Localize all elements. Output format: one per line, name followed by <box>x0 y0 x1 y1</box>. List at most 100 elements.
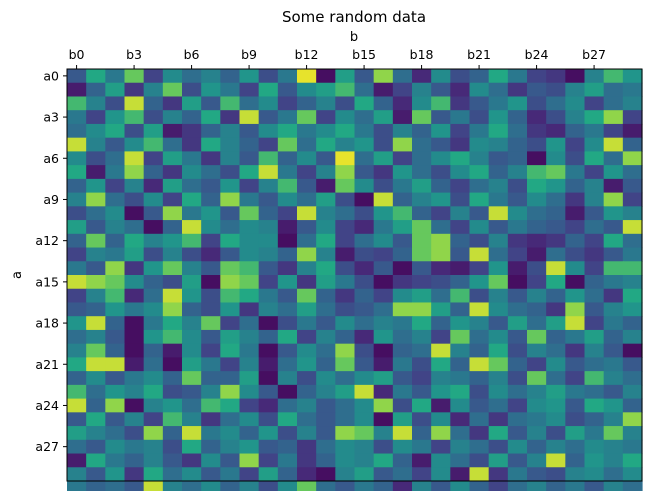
heatmap-cell <box>316 233 336 249</box>
heatmap-cell <box>239 233 260 249</box>
heatmap-cell <box>392 288 413 304</box>
heatmap-cell <box>67 82 87 98</box>
heatmap-cell <box>201 275 221 290</box>
heatmap-cell <box>67 151 87 166</box>
heatmap-cell <box>507 261 528 276</box>
heatmap-cell <box>316 82 336 98</box>
heatmap-cell <box>220 69 241 84</box>
heatmap-cell <box>86 371 106 386</box>
heatmap-cell <box>143 82 164 98</box>
heatmap-cell <box>86 82 106 98</box>
heatmap-cell <box>488 261 509 276</box>
heatmap-cell <box>86 398 106 413</box>
heatmap-cell <box>527 371 547 386</box>
heatmap-cell <box>239 137 260 152</box>
heatmap-cell <box>450 467 471 482</box>
heatmap-cell <box>622 82 643 98</box>
heatmap-cell <box>86 453 106 468</box>
heatmap-cell <box>277 288 298 304</box>
heatmap-cell <box>162 233 183 249</box>
heatmap-cell <box>105 371 126 386</box>
heatmap-cell <box>603 82 624 98</box>
heatmap-cell <box>201 178 221 194</box>
heatmap-cell <box>335 357 356 372</box>
heatmap-cell <box>584 123 605 139</box>
heatmap-cell <box>335 288 356 304</box>
heatmap-cell <box>86 467 106 482</box>
heatmap-cell <box>335 82 356 98</box>
heatmap-cell <box>258 82 279 98</box>
heatmap-cell <box>603 206 624 221</box>
heatmap-cell <box>412 371 432 386</box>
heatmap-cell <box>258 288 279 304</box>
heatmap-cell <box>392 110 413 125</box>
heatmap-cell <box>392 233 413 249</box>
heatmap-cell <box>565 343 586 358</box>
heatmap-cell <box>354 123 375 139</box>
heatmap-cell <box>277 329 298 345</box>
heatmap-cell <box>124 481 145 491</box>
heatmap-cell <box>105 467 126 482</box>
heatmap-cell <box>105 220 126 235</box>
heatmap-cell <box>86 233 106 249</box>
heatmap-cell <box>412 439 432 455</box>
heatmap-cell <box>162 426 183 441</box>
heatmap-cell <box>239 426 260 441</box>
heatmap-cell <box>335 426 356 441</box>
heatmap-cell <box>220 398 241 413</box>
heatmap-cell <box>86 178 106 194</box>
heatmap-cell <box>412 69 432 84</box>
heatmap-cell <box>488 110 509 125</box>
heatmap-cell <box>67 137 87 152</box>
heatmap-cell <box>220 412 241 427</box>
heatmap-cell <box>277 233 298 249</box>
heatmap-cell <box>622 426 643 441</box>
heatmap-cell <box>412 288 432 304</box>
heatmap-cell <box>584 398 605 413</box>
x-tick-label: b3 <box>126 47 142 62</box>
heatmap-cell <box>67 426 87 441</box>
heatmap-cell <box>622 302 643 317</box>
heatmap-cell <box>201 384 221 400</box>
heatmap-cell <box>622 261 643 276</box>
heatmap-cell <box>546 302 566 317</box>
heatmap-cell <box>67 467 87 482</box>
heatmap-cell <box>412 247 432 262</box>
heatmap-cell <box>201 247 221 262</box>
heatmap-cell <box>584 178 605 194</box>
heatmap-cell <box>67 275 87 290</box>
heatmap-cell <box>182 178 202 194</box>
heatmap-cell <box>182 398 202 413</box>
heatmap-cell <box>527 110 547 125</box>
heatmap-cell <box>622 439 643 455</box>
heatmap-cell <box>584 220 605 235</box>
heatmap-cell <box>565 123 586 139</box>
heatmap-cell <box>469 302 490 317</box>
heatmap-cell <box>239 481 260 491</box>
heatmap-cell <box>412 467 432 482</box>
heatmap-cell <box>603 412 624 427</box>
heatmap-cell <box>86 110 106 125</box>
heatmap-cell <box>201 233 221 249</box>
heatmap-cell <box>201 192 221 207</box>
heatmap-cell <box>450 82 471 98</box>
heatmap-cell <box>316 165 336 180</box>
heatmap-cell <box>565 302 586 317</box>
y-axis-label: a <box>10 271 25 279</box>
heatmap-cell <box>488 357 509 372</box>
heatmap-cell <box>603 329 624 345</box>
heatmap-cell <box>450 192 471 207</box>
heatmap-cell <box>565 384 586 400</box>
heatmap-cell <box>412 123 432 139</box>
heatmap-cell <box>297 384 317 400</box>
heatmap-cell <box>124 137 145 152</box>
heatmap-cell <box>220 151 241 166</box>
heatmap-cell <box>431 192 451 207</box>
heatmap-cell <box>182 467 202 482</box>
heatmap-cell <box>316 357 336 372</box>
heatmap-cell <box>201 371 221 386</box>
heatmap-cell <box>373 233 394 249</box>
heatmap-cell <box>527 261 547 276</box>
heatmap-cell <box>584 343 605 358</box>
x-tick-label: b12 <box>295 47 319 62</box>
